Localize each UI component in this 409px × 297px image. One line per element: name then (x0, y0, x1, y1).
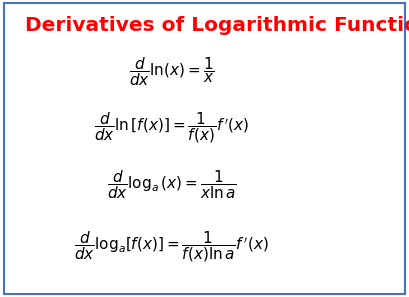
Text: $\dfrac{d}{dx}\log_a\!\left[f(x)\right] = \dfrac{1}{f(x)\ln a}f\,'(x)$: $\dfrac{d}{dx}\log_a\!\left[f(x)\right] … (74, 229, 269, 264)
Text: Derivatives of Logarithmic Functions: Derivatives of Logarithmic Functions (25, 16, 409, 35)
Text: $\dfrac{d}{dx}\ln\left[f(x)\right] = \dfrac{1}{f(x)}f\,'(x)$: $\dfrac{d}{dx}\ln\left[f(x)\right] = \df… (94, 110, 249, 145)
FancyBboxPatch shape (4, 3, 405, 294)
Text: $\dfrac{d}{dx}\log_a(x) = \dfrac{1}{x\ln a}$: $\dfrac{d}{dx}\log_a(x) = \dfrac{1}{x\ln… (107, 168, 237, 200)
Text: $\dfrac{d}{dx}\ln(x) = \dfrac{1}{x}$: $\dfrac{d}{dx}\ln(x) = \dfrac{1}{x}$ (129, 55, 215, 88)
